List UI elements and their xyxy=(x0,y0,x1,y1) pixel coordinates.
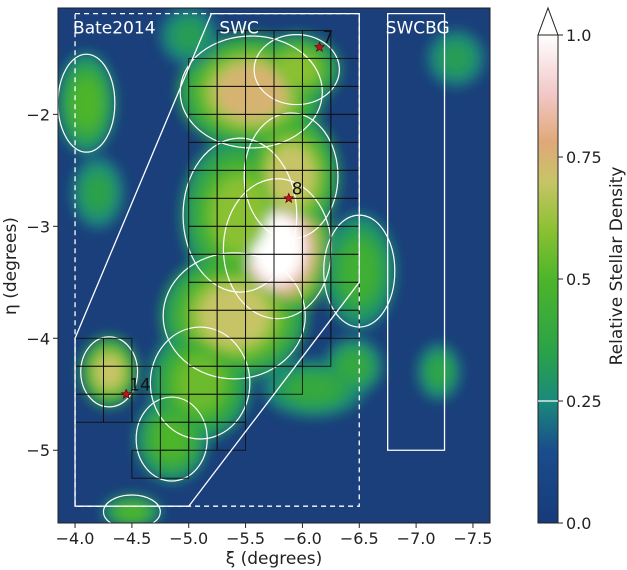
density-contour xyxy=(135,396,208,482)
density-contour xyxy=(253,33,340,106)
colorbar-extend-triangle xyxy=(537,6,559,36)
colorbar-tick-label: 0.25 xyxy=(566,392,602,411)
density-blob xyxy=(118,503,146,520)
y-tick-label: −3 xyxy=(26,217,50,236)
density-contour xyxy=(162,252,306,380)
grid-boxes xyxy=(74,29,360,479)
region-outline xyxy=(74,12,360,507)
density-blob xyxy=(154,418,189,460)
star-label: 14 xyxy=(129,375,151,395)
density-contour xyxy=(80,336,139,408)
star-marker xyxy=(313,41,325,52)
density-blob xyxy=(428,358,450,386)
density-map xyxy=(58,8,490,523)
density-blob xyxy=(339,352,368,380)
density-contour xyxy=(102,494,161,523)
density-blob xyxy=(442,44,470,72)
x-tick-label: −7.5 xyxy=(454,529,493,548)
region-label: SWCBG xyxy=(386,19,450,39)
density-contour xyxy=(182,137,298,293)
y-axis-label: η (degrees) xyxy=(1,217,21,315)
density-contour xyxy=(222,178,333,320)
star-marker xyxy=(120,388,132,399)
colorbar: 0.0 0.25 0.5 0.75 1.0 Relative Stellar Densi… xyxy=(537,6,627,533)
colorbar-tick-label: 1.0 xyxy=(566,26,591,45)
density-blob xyxy=(251,215,304,283)
density-contour xyxy=(243,112,339,240)
density-blob xyxy=(176,356,224,410)
density-contour xyxy=(179,35,323,149)
x-tick-label: −6.5 xyxy=(340,529,379,548)
density-contour xyxy=(58,53,116,153)
colorbar-ticks: 0.0 0.25 0.5 0.75 1.0 xyxy=(538,26,602,533)
x-tick-label: −4.5 xyxy=(112,529,151,548)
plot-frame xyxy=(57,7,491,524)
density-blob xyxy=(95,355,123,389)
density-blob xyxy=(200,285,269,347)
density-blob xyxy=(72,79,101,127)
density-blob xyxy=(217,65,286,119)
y-tick-label: −2 xyxy=(26,105,50,124)
regions: Bate2014 SWC SWCBG xyxy=(73,12,450,507)
colorbar-gradient xyxy=(537,34,559,524)
y-tick-label: −5 xyxy=(26,441,50,460)
x-axis-label: ξ (degrees) xyxy=(226,549,323,569)
grid-box xyxy=(273,365,303,395)
star-label: 7 xyxy=(322,28,333,48)
region-label: Bate2014 xyxy=(73,19,155,39)
star-label: 8 xyxy=(292,179,303,199)
x-tick-label: −5.0 xyxy=(169,529,208,548)
colorbar-tick-label: 0.0 xyxy=(566,514,591,533)
x-tick-label: −5.5 xyxy=(226,529,265,548)
x-axis-ticks: −4.0 −4.5 −5.0 −5.5 −6.0 −6.5 −7.0 −7.5 xyxy=(56,523,493,548)
grid-box xyxy=(159,449,190,479)
density-blob xyxy=(175,22,203,50)
region-label: SWC xyxy=(219,19,258,39)
colorbar-tick-label: 0.75 xyxy=(566,148,602,167)
colorbar-label: Relative Stellar Density xyxy=(607,167,627,366)
x-tick-label: −4.0 xyxy=(56,529,95,548)
region-outline xyxy=(387,12,446,451)
density-blobs xyxy=(58,8,486,523)
stars: 7 8 14 xyxy=(120,28,333,399)
x-tick-label: −7.0 xyxy=(397,529,436,548)
density-blob xyxy=(85,175,111,210)
density-blob xyxy=(289,375,338,403)
density-contours xyxy=(58,33,396,523)
density-contour xyxy=(149,326,251,440)
y-tick-label: −4 xyxy=(26,329,50,348)
x-tick-label: −6.0 xyxy=(283,529,322,548)
grid-box xyxy=(131,393,161,423)
density-blob xyxy=(212,178,268,253)
density-blob xyxy=(276,52,318,87)
y-axis-ticks: −2 −3 −4 −5 xyxy=(26,105,58,460)
colorbar-tick-label: 0.5 xyxy=(566,270,591,289)
star-marker xyxy=(283,192,295,204)
